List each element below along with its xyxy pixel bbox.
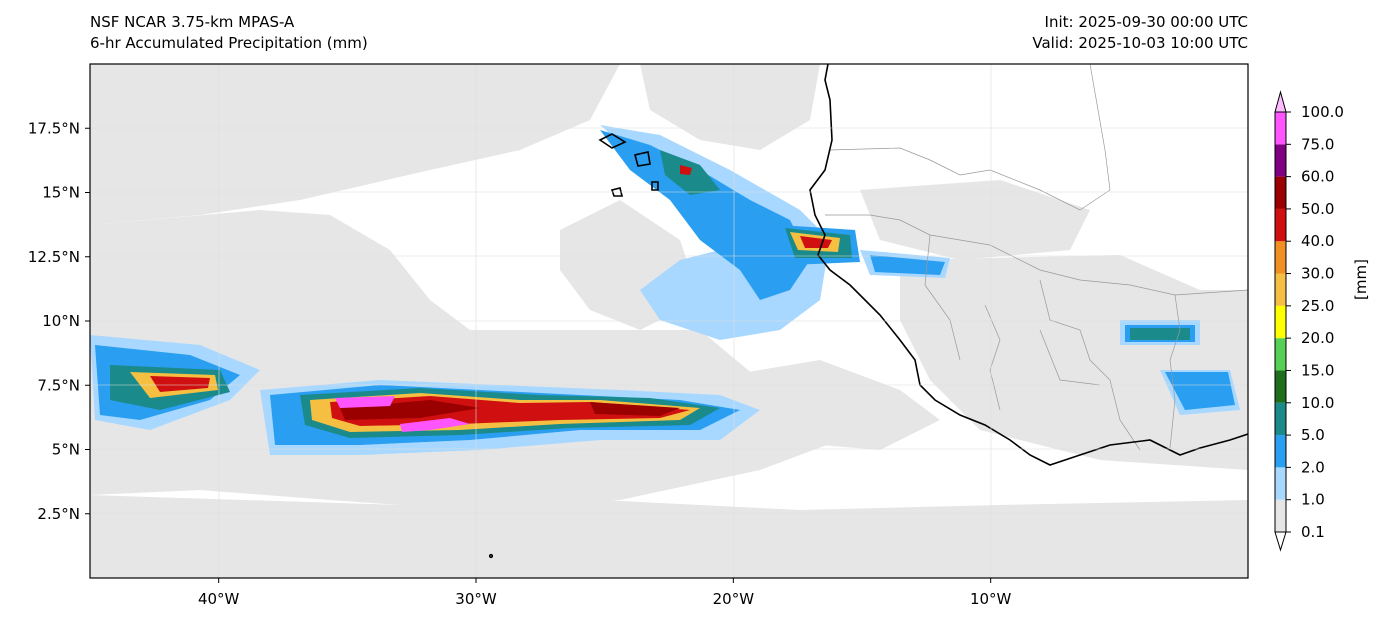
colorbar-level-label: 30.0	[1301, 265, 1334, 283]
lat-tick-label: 5°N	[52, 441, 80, 459]
colorbar-segment	[1275, 112, 1286, 145]
colorbar-level-label: 25.0	[1301, 297, 1334, 315]
colorbar-segment	[1275, 144, 1286, 177]
colorbar-level-label: 15.0	[1301, 361, 1334, 379]
colorbar-frame	[1274, 111, 1287, 533]
lon-tick-label: 30°W	[455, 590, 497, 608]
colorbar-segment	[1275, 176, 1286, 209]
colorbar-level-label: 10.0	[1301, 394, 1334, 412]
colorbar-level-label: 75.0	[1301, 135, 1334, 153]
init-time: Init: 2025-09-30 00:00 UTC	[1044, 13, 1248, 31]
colorbar-extend-high	[1274, 90, 1287, 113]
lat-tick-label: 12.5°N	[28, 248, 80, 266]
title-right: Init: 2025-09-30 00:00 UTC Valid: 2025-1…	[1032, 12, 1248, 54]
colorbar-level-label: 5.0	[1301, 426, 1325, 444]
colorbar-segment	[1275, 241, 1286, 274]
colorbar-unit-label: [mm]	[1352, 259, 1370, 300]
lat-tick-label: 15°N	[42, 184, 80, 202]
colorbar-level-label: 50.0	[1301, 200, 1334, 218]
colorbar-segment	[1275, 402, 1286, 436]
colorbar-segment	[1275, 370, 1286, 403]
lat-tick-label: 17.5°N	[28, 119, 80, 137]
gridlines	[90, 64, 1248, 578]
lat-tick-label: 2.5°N	[37, 505, 80, 523]
colorbar-segment	[1275, 208, 1286, 242]
lon-tick-label: 20°W	[713, 590, 755, 608]
colorbar-extend-low	[1274, 531, 1287, 552]
lat-tick-label: 10°N	[42, 312, 80, 330]
colorbar-segment	[1275, 305, 1286, 339]
colorbar-segment	[1275, 467, 1286, 500]
title-left: NSF NCAR 3.75-km MPAS-A 6-hr Accumulated…	[90, 12, 368, 54]
colorbar-level-label: 20.0	[1301, 329, 1334, 347]
map-panel	[90, 64, 1248, 578]
colorbar-level-label: 40.0	[1301, 232, 1334, 250]
coastline	[488, 64, 1248, 559]
model-name: NSF NCAR 3.75-km MPAS-A	[90, 13, 295, 31]
lon-tick-label: 10°W	[970, 590, 1012, 608]
colorbar-level-label: 2.0	[1301, 458, 1325, 476]
colorbar-segment	[1275, 338, 1286, 371]
colorbar-level-label: 1.0	[1301, 491, 1325, 509]
colorbar: 0.1 1.0 2.0 5.0 10.0 15.0 20.0 25.0 30.0 40.0 50.0…	[1274, 90, 1344, 552]
colorbar-level-label: 60.0	[1301, 168, 1334, 186]
longitude-axis: 40°W 30°W 20°W 10°W	[198, 578, 1012, 608]
colorbar-segment	[1275, 273, 1286, 306]
lat-tick-label: 7.5°N	[37, 376, 80, 394]
colorbar-segment	[1275, 435, 1286, 468]
latitude-axis: 17.5°N 15°N 12.5°N 10°N 7.5°N 5°N 2.5°N	[28, 119, 90, 523]
colorbar-level-label: 0.1	[1301, 523, 1325, 541]
country-borders	[825, 64, 1248, 451]
colorbar-segment	[1275, 499, 1286, 532]
colorbar-level-label: 100.0	[1301, 103, 1344, 121]
valid-time: Valid: 2025-10-03 10:00 UTC	[1032, 34, 1248, 52]
lon-tick-label: 40°W	[198, 590, 240, 608]
precip-100mm-field	[335, 396, 470, 432]
product-name: 6-hr Accumulated Precipitation (mm)	[90, 34, 368, 52]
